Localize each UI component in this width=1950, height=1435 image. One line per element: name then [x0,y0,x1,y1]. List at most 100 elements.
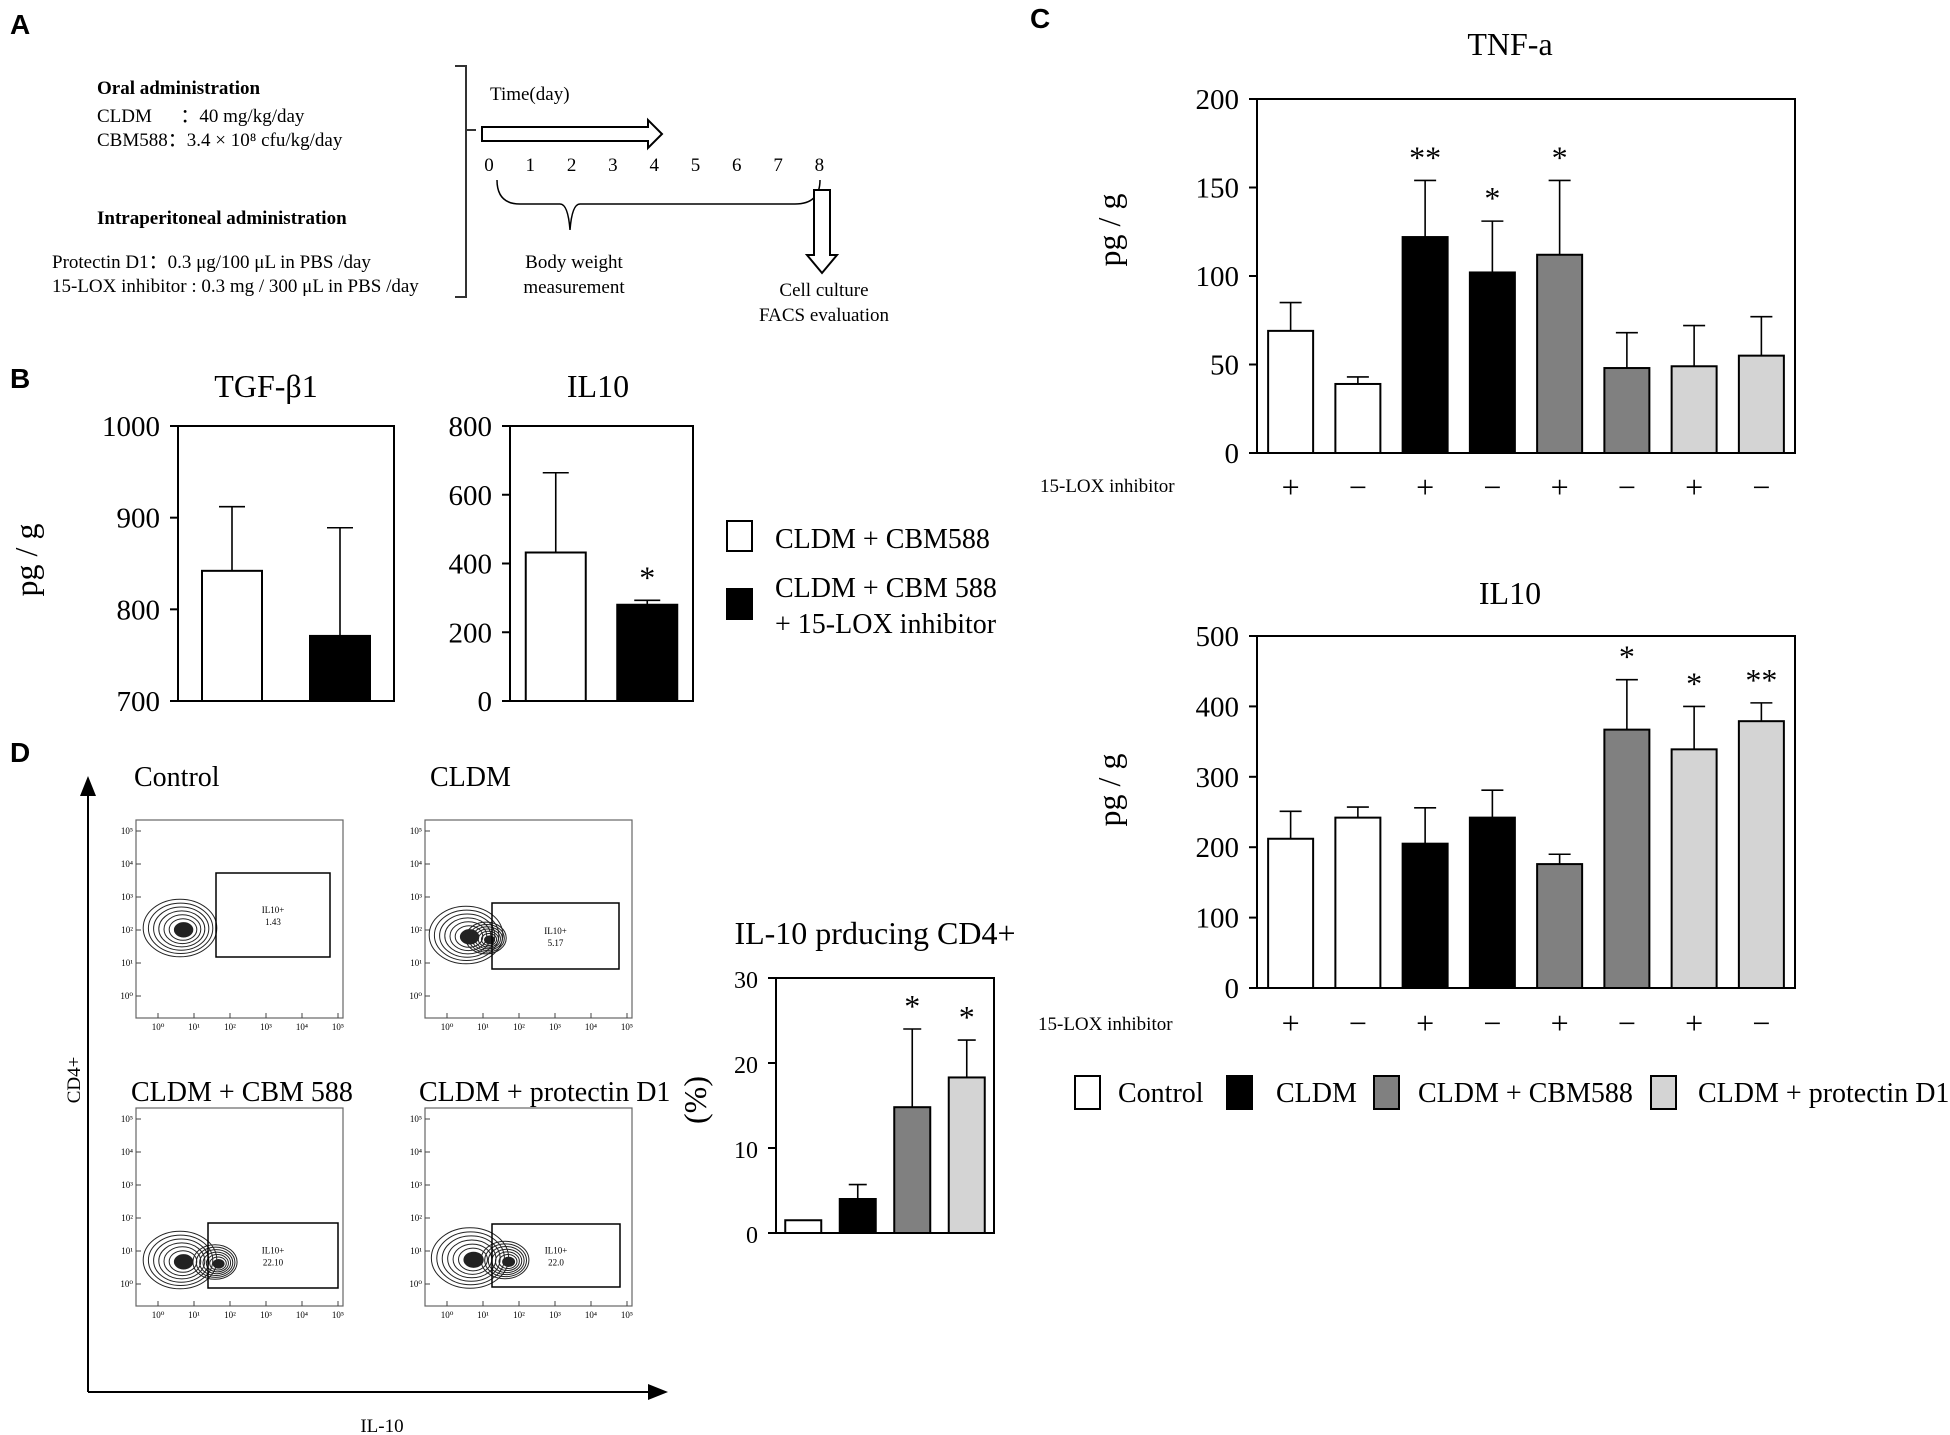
day-label-0: 0 [484,155,494,176]
legend-b-label-1: CLDM + CBM588 [775,524,990,555]
day-label-1: 1 [526,155,536,176]
legend-c-label-cbm: CLDM + CBM588 [1418,1078,1633,1109]
panel-letter-d: D [10,737,30,768]
flow-y-tick-label: 10⁵ [121,826,133,836]
y-tick-label: 1000 [102,411,160,443]
contour-ring [505,1259,513,1265]
flow-x-tick-label: 10³ [549,1022,561,1032]
y-tick-label: 0 [1225,438,1240,470]
flow-y-tick-label: 10⁵ [410,1114,422,1124]
significance-mark: * [1484,180,1500,216]
flow-frame [135,819,344,1019]
bar [784,1219,823,1234]
bar [1670,748,1718,989]
day-label-3: 3 [608,155,618,176]
panel-a-protocol: Oral administration CLDM ：40 mg/kg/day C… [52,65,889,326]
end-label-1: Cell culture [779,280,868,301]
y-tick-label: 500 [1196,621,1240,653]
chart-c-tnf: TNF-a 0 50 100 150 200 pg / g + − ** + * − * + − + − 15-LO… [1040,26,1796,505]
gate-label: IL10+ [544,926,567,936]
flow-y-tick-label: 10³ [121,892,133,902]
inhibitor-sign: − [1483,469,1501,505]
legend-c-swatch-cldm [1226,1075,1253,1110]
y-tick-label: 400 [449,549,493,581]
y-tick-label: 0 [746,1223,758,1249]
bar [524,551,587,702]
y-axis-label: (%) [677,1076,713,1124]
y-tick-label: 200 [1196,84,1240,116]
flow-title-control: Control [134,762,220,793]
significance-mark: * [1552,139,1568,175]
bar [1468,271,1516,454]
oral-line-cbm: CBM588：3.4 × 10⁸ cfu/kg/day [97,130,343,151]
flow-plot: 10⁰ 10⁰ 10¹ 10¹ 10² 10² 10³ 10³ 10⁴ 10⁴ 10⁵ 10⁵ IL10… [409,1107,633,1320]
legend-c-swatch-control [1074,1075,1101,1110]
flow-y-tick-label: 10¹ [410,958,422,968]
significance-mark: ** [1745,662,1777,698]
flow-x-tick-label: 10⁰ [152,1310,165,1320]
flow-y-tick-label: 10² [121,925,133,935]
y-tick-label: 0 [1225,973,1240,1005]
plot-frame [1256,635,1796,989]
legend-c-label-cldm: CLDM [1276,1078,1357,1109]
ip-line-protectin: Protectin D1：0.3 μg/100 μL in PBS /day [52,252,371,273]
contour-ring [480,1240,530,1280]
bar [947,1076,986,1234]
inhibitor-sign: + [1685,469,1703,505]
contour-ring [480,933,498,946]
bar [893,1106,932,1234]
bar [1267,329,1315,454]
timeline-arrow [481,117,664,151]
flow-x-tick-label: 10⁰ [441,1022,454,1032]
legend-b-swatch-black [726,588,753,620]
inhibitor-sign: + [1416,1005,1434,1041]
bar [1401,236,1449,454]
flow-y-tick-label: 10¹ [410,1246,422,1256]
y-axis-label: pg / g [8,524,44,597]
endpoint-arrow [804,189,840,275]
flow-y-tick-label: 10² [121,1213,133,1223]
bar [838,1198,877,1234]
flow-x-label: IL-10 [360,1416,403,1435]
flow-y-tick-label: 10⁰ [409,1279,422,1289]
bar [1334,816,1382,990]
y-tick-label: 0 [478,686,493,718]
contour-ring [471,926,503,951]
contour-ring [215,1261,223,1267]
flow-x-tick-label: 10⁵ [621,1022,633,1032]
inhibitor-label: 15-LOX inhibitor [1040,476,1175,497]
flow-x-tick-label: 10⁴ [296,1310,308,1320]
gate-value: 1.43 [265,917,281,927]
contour-ring [209,1256,227,1271]
flow-y-tick-label: 10³ [410,892,422,902]
panel-d-flow: IL-10 CD4+ Control CLDM CLDM + CBM 588 C… [64,762,670,1435]
flow-x-tick-label: 10¹ [477,1310,489,1320]
y-tick-label: 800 [117,594,161,626]
inhibitor-sign: − [1349,1005,1367,1041]
chart-d-bar: IL-10 prducing CD4+ 0 10 20 30 (%) * * [677,915,1016,1249]
flow-y-tick-label: 10⁰ [120,1279,133,1289]
flow-title-cbm: CLDM + CBM 588 [131,1077,353,1108]
bar [1401,842,1449,989]
flow-x-tick-label: 10¹ [188,1022,200,1032]
chart-title: IL-10 prducing CD4+ [734,915,1015,951]
legend-c-swatch-protectin [1650,1075,1677,1110]
day-label-2: 2 [567,155,577,176]
contour-ring [484,1243,528,1278]
flow-y-tick-label: 10⁴ [121,859,133,869]
contour-ring [468,1255,480,1265]
contour-ring [179,926,190,935]
y-axis-label: pg / g [1091,194,1127,267]
flow-plot: 10⁰ 10⁰ 10¹ 10¹ 10² 10² 10³ 10³ 10⁴ 10⁴ 10⁵ 10⁵ IL10… [409,819,633,1032]
legend-c-swatch-cbm [1373,1075,1400,1110]
flow-y-tick-label: 10⁰ [409,991,422,1001]
flow-x-arrowhead [648,1384,668,1400]
inhibitor-label: 15-LOX inhibitor [1038,1014,1173,1035]
flow-y-tick-label: 10³ [410,1180,422,1190]
flow-y-tick-label: 10⁴ [121,1147,133,1157]
chart-b-il10: IL10 0 200 400 600 800 * [449,368,694,718]
significance-mark: * [1686,665,1702,701]
contour-ring [147,1234,214,1287]
flow-y-tick-label: 10³ [121,1180,133,1190]
inhibitor-sign: + [1416,469,1434,505]
